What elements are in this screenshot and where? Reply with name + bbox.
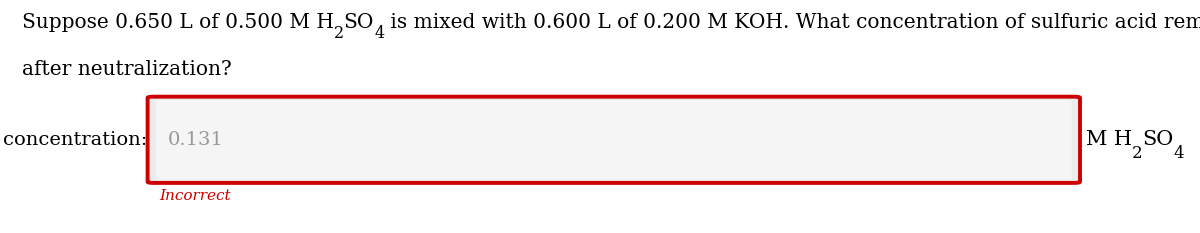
Text: Incorrect: Incorrect [160, 189, 232, 203]
Text: SO: SO [1142, 130, 1174, 149]
Text: 0.131: 0.131 [168, 131, 224, 149]
Text: SO: SO [343, 13, 374, 32]
Text: concentration:: concentration: [4, 131, 148, 149]
Text: Suppose 0.650 L of 0.500 M H: Suppose 0.650 L of 0.500 M H [22, 13, 334, 32]
Text: M H: M H [1086, 130, 1132, 149]
Text: 4: 4 [1174, 145, 1184, 162]
Text: 2: 2 [334, 25, 343, 42]
Text: 4: 4 [374, 25, 384, 42]
Text: after neutralization?: after neutralization? [22, 60, 232, 79]
Text: 2: 2 [1132, 145, 1142, 162]
Text: is mixed with 0.600 L of 0.200 M KOH. What concentration of sulfuric acid remain: is mixed with 0.600 L of 0.200 M KOH. Wh… [384, 13, 1200, 32]
